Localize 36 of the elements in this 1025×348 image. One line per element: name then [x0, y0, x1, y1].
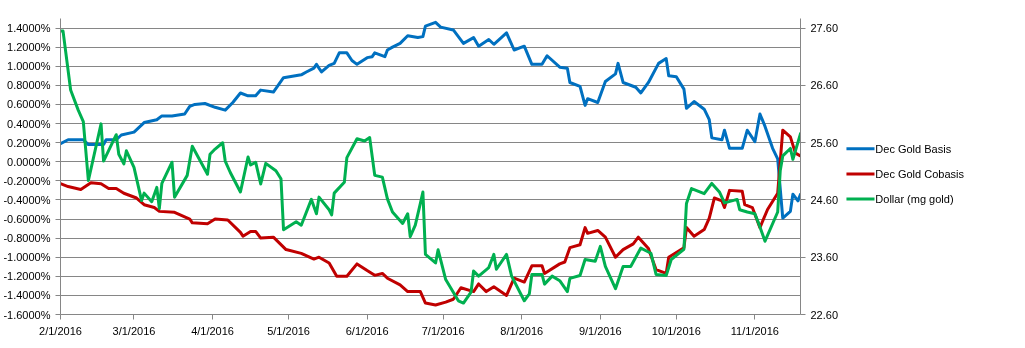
y-tick-label: -0.8000% — [3, 232, 51, 245]
x-tick-label: 9/1/2016 — [578, 324, 622, 337]
y-tick-label: 1.2000% — [7, 41, 51, 54]
line-series — [60, 20, 801, 220]
x-tick-label: 7/1/2016 — [421, 324, 465, 337]
x-tick-label: 10/1/2016 — [651, 324, 701, 337]
y-tick-label: 0.0000% — [7, 155, 51, 168]
legend-label: Dollar (mg gold) — [875, 193, 954, 206]
y2-tick-label: 26.60 — [810, 79, 839, 92]
y-tick-label: -0.2000% — [3, 174, 51, 187]
x-tick-label: 3/1/2016 — [112, 324, 156, 337]
y2-tick-label: 25.60 — [810, 136, 839, 149]
legend-label: Dec Gold Basis — [875, 142, 952, 155]
y-tick-label: 1.0000% — [7, 60, 51, 73]
x-tick-label: 4/1/2016 — [191, 324, 234, 337]
y2-tick-label: 23.60 — [810, 251, 839, 264]
y-tick-label: -0.6000% — [3, 213, 51, 226]
y-tick-label: 0.6000% — [7, 98, 51, 111]
y-tick-label: -1.2000% — [3, 270, 51, 283]
x-tick-label: 11/1/2016 — [730, 324, 779, 337]
x-tick-label: 5/1/2016 — [267, 324, 310, 337]
x-tick-label: 6/1/2016 — [345, 324, 389, 337]
x-tick-label: 2/1/2016 — [39, 324, 82, 337]
y-tick-label: -1.6000% — [3, 308, 51, 321]
y-tick-label: 0.2000% — [7, 136, 51, 149]
x-tick-label: 8/1/2016 — [500, 324, 544, 337]
y-tick-label: -1.4000% — [3, 289, 51, 302]
legend-label: Dec Gold Cobasis — [875, 167, 965, 180]
y-tick-label: -1.0000% — [3, 251, 51, 264]
y-tick-label: -0.4000% — [3, 193, 51, 206]
y-tick-label: 0.4000% — [7, 117, 51, 130]
y-tick-label: 0.8000% — [7, 79, 51, 92]
y-tick-label: 1.4000% — [7, 22, 51, 35]
y2-tick-label: 27.60 — [810, 22, 839, 35]
y2-tick-label: 22.60 — [810, 308, 839, 321]
y2-tick-label: 24.60 — [810, 193, 839, 206]
